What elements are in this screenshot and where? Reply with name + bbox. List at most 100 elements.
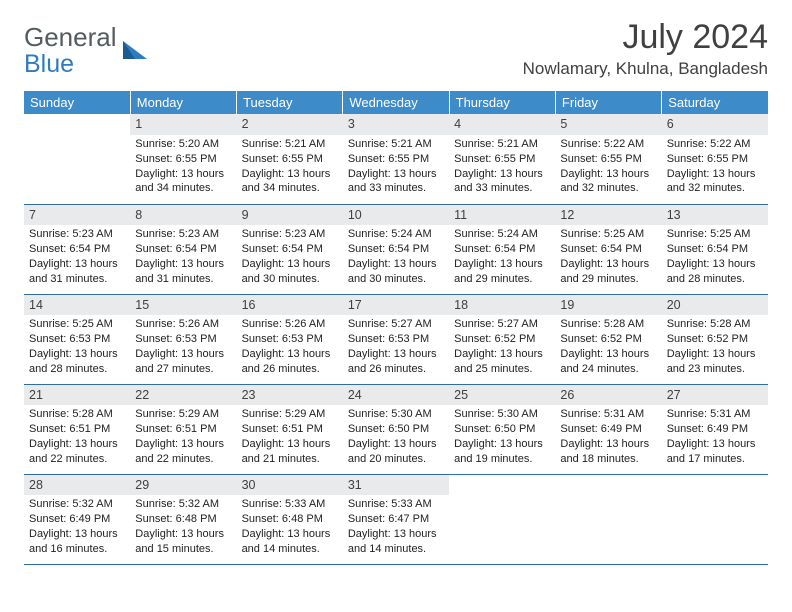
sunrise-text: Sunrise: 5:23 AM <box>135 227 231 242</box>
sunrise-text: Sunrise: 5:27 AM <box>348 317 444 332</box>
day-number: 16 <box>237 295 343 316</box>
sunrise-text: Sunrise: 5:23 AM <box>242 227 338 242</box>
sunrise-text: Sunrise: 5:28 AM <box>29 407 125 422</box>
sunset-text: Sunset: 6:51 PM <box>29 422 125 437</box>
day-content: Sunrise: 5:21 AMSunset: 6:55 PMDaylight:… <box>343 135 449 202</box>
day-cell: 22Sunrise: 5:29 AMSunset: 6:51 PMDayligh… <box>130 384 236 474</box>
daylight-text: Daylight: 13 hours and 18 minutes. <box>560 437 656 467</box>
daylight-text: Daylight: 13 hours and 33 minutes. <box>454 167 550 197</box>
sunrise-text: Sunrise: 5:32 AM <box>29 497 125 512</box>
sunset-text: Sunset: 6:51 PM <box>135 422 231 437</box>
day-number: 17 <box>343 295 449 316</box>
sunrise-text: Sunrise: 5:22 AM <box>560 137 656 152</box>
day-cell: 2Sunrise: 5:21 AMSunset: 6:55 PMDaylight… <box>237 114 343 204</box>
day-number: 1 <box>130 114 236 135</box>
dayheader-tuesday: Tuesday <box>237 91 343 114</box>
sunrise-text: Sunrise: 5:25 AM <box>560 227 656 242</box>
day-cell: 31Sunrise: 5:33 AMSunset: 6:47 PMDayligh… <box>343 474 449 564</box>
sunrise-text: Sunrise: 5:33 AM <box>348 497 444 512</box>
day-number: 2 <box>237 114 343 135</box>
day-content: Sunrise: 5:33 AMSunset: 6:47 PMDaylight:… <box>343 495 449 562</box>
day-cell <box>24 114 130 204</box>
dayheader-sunday: Sunday <box>24 91 130 114</box>
daylight-text: Daylight: 13 hours and 32 minutes. <box>667 167 763 197</box>
day-content: Sunrise: 5:29 AMSunset: 6:51 PMDaylight:… <box>130 405 236 472</box>
day-cell: 15Sunrise: 5:26 AMSunset: 6:53 PMDayligh… <box>130 294 236 384</box>
sunrise-text: Sunrise: 5:20 AM <box>135 137 231 152</box>
day-content: Sunrise: 5:25 AMSunset: 6:54 PMDaylight:… <box>555 225 661 292</box>
logo-sail-icon <box>121 39 151 65</box>
day-cell: 1Sunrise: 5:20 AMSunset: 6:55 PMDaylight… <box>130 114 236 204</box>
location: Nowlamary, Khulna, Bangladesh <box>523 59 768 79</box>
calendar-body: 1Sunrise: 5:20 AMSunset: 6:55 PMDaylight… <box>24 114 768 564</box>
sunrise-text: Sunrise: 5:25 AM <box>29 317 125 332</box>
day-cell: 12Sunrise: 5:25 AMSunset: 6:54 PMDayligh… <box>555 204 661 294</box>
sunset-text: Sunset: 6:51 PM <box>242 422 338 437</box>
day-cell: 3Sunrise: 5:21 AMSunset: 6:55 PMDaylight… <box>343 114 449 204</box>
day-content: Sunrise: 5:33 AMSunset: 6:48 PMDaylight:… <box>237 495 343 562</box>
day-cell: 21Sunrise: 5:28 AMSunset: 6:51 PMDayligh… <box>24 384 130 474</box>
daylight-text: Daylight: 13 hours and 28 minutes. <box>667 257 763 287</box>
sunrise-text: Sunrise: 5:32 AM <box>135 497 231 512</box>
day-content: Sunrise: 5:28 AMSunset: 6:51 PMDaylight:… <box>24 405 130 472</box>
day-cell <box>449 474 555 564</box>
day-number: 21 <box>24 385 130 406</box>
day-cell: 4Sunrise: 5:21 AMSunset: 6:55 PMDaylight… <box>449 114 555 204</box>
sunrise-text: Sunrise: 5:27 AM <box>454 317 550 332</box>
daylight-text: Daylight: 13 hours and 17 minutes. <box>667 437 763 467</box>
sunrise-text: Sunrise: 5:22 AM <box>667 137 763 152</box>
day-number: 6 <box>662 114 768 135</box>
day-cell: 14Sunrise: 5:25 AMSunset: 6:53 PMDayligh… <box>24 294 130 384</box>
day-content: Sunrise: 5:24 AMSunset: 6:54 PMDaylight:… <box>343 225 449 292</box>
daylight-text: Daylight: 13 hours and 27 minutes. <box>135 347 231 377</box>
month-title: July 2024 <box>523 18 768 57</box>
sunset-text: Sunset: 6:55 PM <box>348 152 444 167</box>
sunset-text: Sunset: 6:55 PM <box>454 152 550 167</box>
day-number: 25 <box>449 385 555 406</box>
sunset-text: Sunset: 6:49 PM <box>560 422 656 437</box>
daylight-text: Daylight: 13 hours and 26 minutes. <box>242 347 338 377</box>
dayheader-thursday: Thursday <box>449 91 555 114</box>
day-content: Sunrise: 5:21 AMSunset: 6:55 PMDaylight:… <box>449 135 555 202</box>
day-content: Sunrise: 5:23 AMSunset: 6:54 PMDaylight:… <box>24 225 130 292</box>
daylight-text: Daylight: 13 hours and 33 minutes. <box>348 167 444 197</box>
sunset-text: Sunset: 6:49 PM <box>667 422 763 437</box>
day-content: Sunrise: 5:29 AMSunset: 6:51 PMDaylight:… <box>237 405 343 472</box>
logo-line2: Blue <box>24 52 117 77</box>
daylight-text: Daylight: 13 hours and 15 minutes. <box>135 527 231 557</box>
day-content: Sunrise: 5:32 AMSunset: 6:49 PMDaylight:… <box>24 495 130 562</box>
day-content: Sunrise: 5:26 AMSunset: 6:53 PMDaylight:… <box>237 315 343 382</box>
daylight-text: Daylight: 13 hours and 31 minutes. <box>135 257 231 287</box>
day-content: Sunrise: 5:30 AMSunset: 6:50 PMDaylight:… <box>343 405 449 472</box>
day-content: Sunrise: 5:31 AMSunset: 6:49 PMDaylight:… <box>662 405 768 472</box>
day-content: Sunrise: 5:22 AMSunset: 6:55 PMDaylight:… <box>555 135 661 202</box>
sunset-text: Sunset: 6:47 PM <box>348 512 444 527</box>
sunset-text: Sunset: 6:54 PM <box>135 242 231 257</box>
day-cell: 27Sunrise: 5:31 AMSunset: 6:49 PMDayligh… <box>662 384 768 474</box>
sunset-text: Sunset: 6:55 PM <box>242 152 338 167</box>
logo-text-block: General Blue <box>24 24 117 77</box>
day-number: 7 <box>24 205 130 226</box>
day-number: 3 <box>343 114 449 135</box>
sunrise-text: Sunrise: 5:21 AM <box>454 137 550 152</box>
sunrise-text: Sunrise: 5:23 AM <box>29 227 125 242</box>
day-number: 31 <box>343 475 449 496</box>
day-number: 24 <box>343 385 449 406</box>
day-number: 19 <box>555 295 661 316</box>
day-number: 5 <box>555 114 661 135</box>
week-row: 28Sunrise: 5:32 AMSunset: 6:49 PMDayligh… <box>24 474 768 564</box>
sunset-text: Sunset: 6:48 PM <box>135 512 231 527</box>
daylight-text: Daylight: 13 hours and 24 minutes. <box>560 347 656 377</box>
day-number: 26 <box>555 385 661 406</box>
dayheader-wednesday: Wednesday <box>343 91 449 114</box>
day-number: 18 <box>449 295 555 316</box>
sunrise-text: Sunrise: 5:31 AM <box>667 407 763 422</box>
sunrise-text: Sunrise: 5:29 AM <box>242 407 338 422</box>
day-cell: 29Sunrise: 5:32 AMSunset: 6:48 PMDayligh… <box>130 474 236 564</box>
week-row: 21Sunrise: 5:28 AMSunset: 6:51 PMDayligh… <box>24 384 768 474</box>
day-cell: 24Sunrise: 5:30 AMSunset: 6:50 PMDayligh… <box>343 384 449 474</box>
week-row: 7Sunrise: 5:23 AMSunset: 6:54 PMDaylight… <box>24 204 768 294</box>
sunset-text: Sunset: 6:50 PM <box>454 422 550 437</box>
day-cell: 26Sunrise: 5:31 AMSunset: 6:49 PMDayligh… <box>555 384 661 474</box>
daylight-text: Daylight: 13 hours and 19 minutes. <box>454 437 550 467</box>
